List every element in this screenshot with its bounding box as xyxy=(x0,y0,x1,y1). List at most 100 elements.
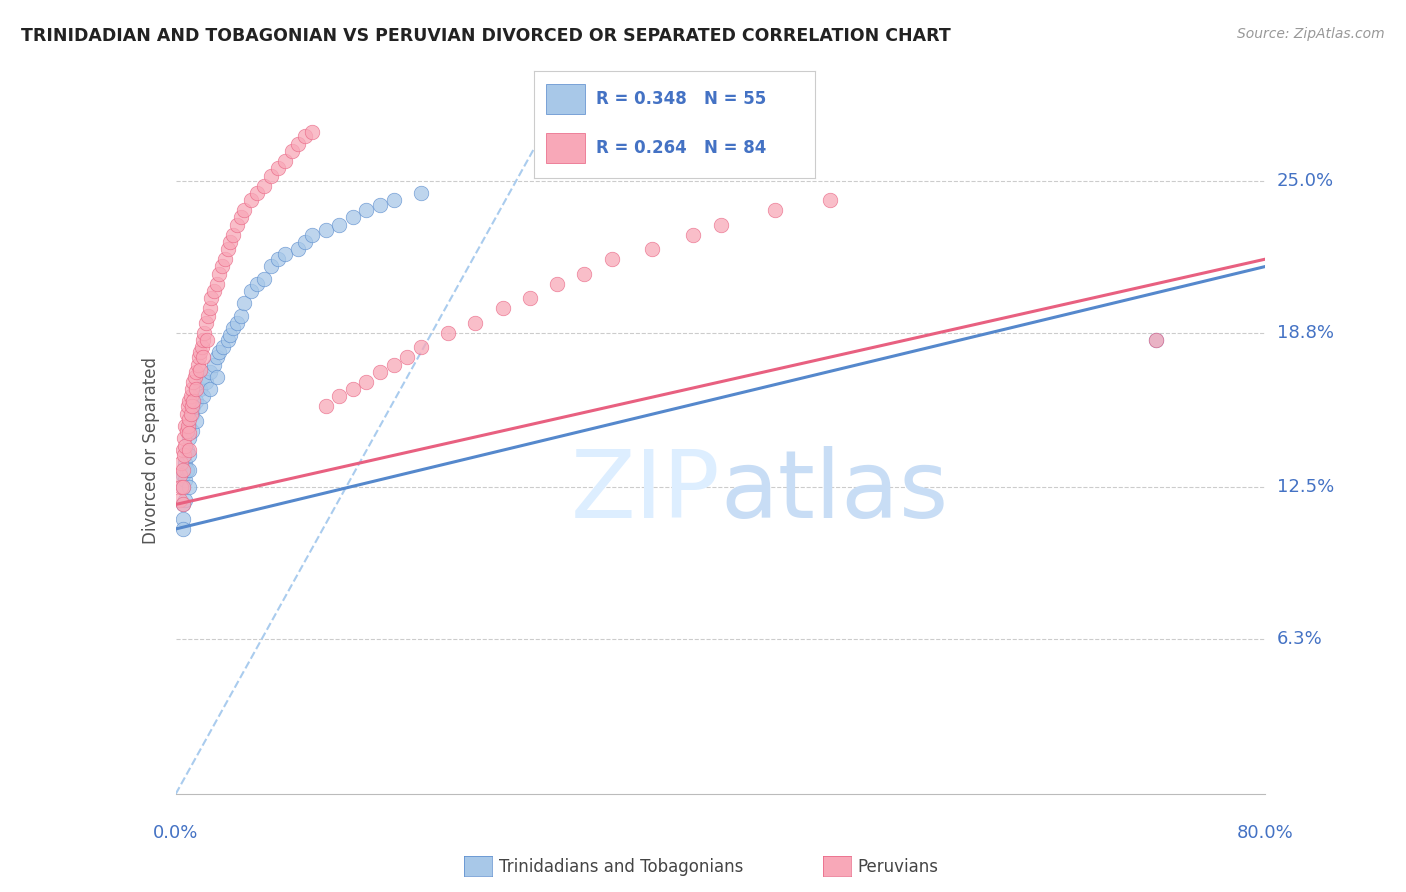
Point xyxy=(287,242,309,257)
Point xyxy=(315,222,337,236)
Point xyxy=(253,271,276,285)
Point xyxy=(191,369,214,384)
Point xyxy=(287,136,309,151)
Point xyxy=(205,277,228,291)
Y-axis label: Divorced or Separated: Divorced or Separated xyxy=(142,357,160,544)
Point xyxy=(183,394,205,409)
Bar xyxy=(546,134,585,163)
Text: 18.8%: 18.8% xyxy=(1277,324,1333,342)
Point xyxy=(183,375,205,389)
Point xyxy=(179,419,201,434)
Point xyxy=(184,369,207,384)
Point xyxy=(315,400,337,414)
Point xyxy=(232,203,254,218)
Text: 25.0%: 25.0% xyxy=(1277,171,1334,190)
Point xyxy=(179,443,201,458)
Text: R = 0.264   N = 84: R = 0.264 N = 84 xyxy=(596,139,766,157)
Point xyxy=(226,316,249,330)
Point xyxy=(222,227,245,242)
Point xyxy=(222,321,245,335)
Point xyxy=(682,227,704,242)
Point xyxy=(186,394,208,409)
Point xyxy=(198,301,221,316)
Point xyxy=(195,333,218,347)
Point xyxy=(193,326,215,340)
Point xyxy=(181,382,204,396)
Point xyxy=(274,247,297,261)
Point xyxy=(214,252,236,266)
Point xyxy=(217,333,239,347)
Point xyxy=(253,178,276,193)
Point xyxy=(246,277,269,291)
Point xyxy=(179,394,201,409)
Point xyxy=(232,296,254,310)
Point xyxy=(301,227,323,242)
Point xyxy=(188,400,211,414)
Point xyxy=(172,480,194,494)
Point xyxy=(519,291,541,305)
Point xyxy=(274,153,297,168)
Point xyxy=(328,389,350,403)
Point xyxy=(409,186,432,200)
Point xyxy=(179,448,201,462)
Text: 0.0%: 0.0% xyxy=(153,824,198,842)
Point xyxy=(176,463,198,477)
Point xyxy=(174,439,197,453)
Point xyxy=(181,407,204,421)
Point xyxy=(382,194,405,208)
Text: R = 0.348   N = 55: R = 0.348 N = 55 xyxy=(596,90,766,108)
Point xyxy=(368,365,391,379)
Point xyxy=(205,369,228,384)
Point xyxy=(173,431,195,445)
Point xyxy=(464,316,486,330)
Point xyxy=(194,316,217,330)
Point xyxy=(260,260,283,274)
Point xyxy=(198,382,221,396)
Point xyxy=(1144,333,1167,347)
Point xyxy=(231,211,253,225)
Point xyxy=(328,218,350,232)
Point xyxy=(191,351,214,365)
Point xyxy=(186,365,208,379)
Point xyxy=(492,301,515,316)
Point xyxy=(169,492,191,507)
Point xyxy=(356,375,378,389)
Text: TRINIDADIAN AND TOBAGONIAN VS PERUVIAN DIVORCED OR SEPARATED CORRELATION CHART: TRINIDADIAN AND TOBAGONIAN VS PERUVIAN D… xyxy=(21,27,950,45)
Point xyxy=(179,480,201,494)
Point xyxy=(172,498,194,512)
Point xyxy=(246,186,269,200)
Point xyxy=(280,144,302,159)
Point xyxy=(188,362,211,376)
Point xyxy=(574,267,596,281)
Point xyxy=(1144,333,1167,347)
Point xyxy=(176,443,198,458)
Text: 6.3%: 6.3% xyxy=(1277,631,1322,648)
Point xyxy=(179,411,201,425)
Point xyxy=(177,419,200,434)
Point xyxy=(382,358,405,372)
Point xyxy=(180,389,202,403)
Text: atlas: atlas xyxy=(721,446,949,538)
Point xyxy=(190,341,212,355)
Point xyxy=(172,522,194,536)
Point xyxy=(188,382,211,396)
Point xyxy=(205,351,228,365)
Point xyxy=(176,424,198,438)
Point xyxy=(763,203,786,218)
Point xyxy=(174,419,197,434)
Point xyxy=(239,194,262,208)
Point xyxy=(301,124,323,138)
Point xyxy=(179,426,201,441)
Point xyxy=(172,443,194,458)
Point xyxy=(172,498,194,512)
Point xyxy=(176,407,198,421)
Point xyxy=(186,382,208,396)
Point xyxy=(208,345,231,359)
Point xyxy=(208,267,231,281)
Point xyxy=(211,260,233,274)
Point xyxy=(217,242,239,257)
Point xyxy=(342,211,364,225)
Point xyxy=(437,326,460,340)
Point xyxy=(170,480,193,494)
Text: 80.0%: 80.0% xyxy=(1237,824,1294,842)
